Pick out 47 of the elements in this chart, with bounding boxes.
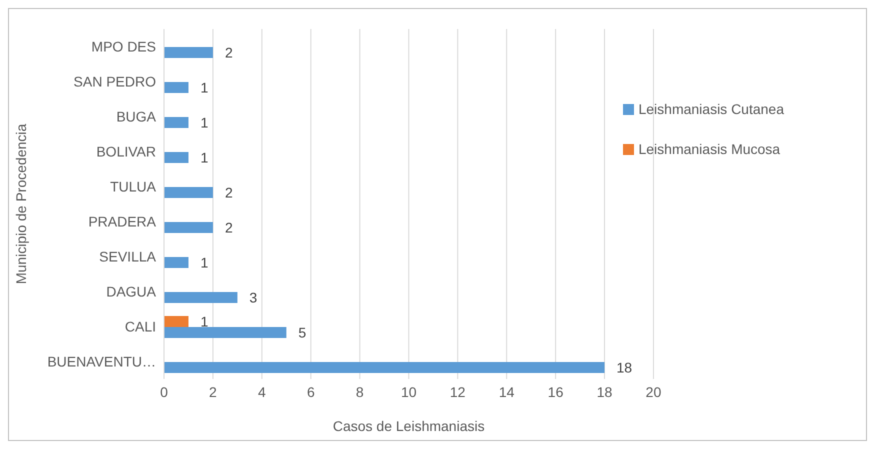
data-label: 2 (224, 184, 233, 200)
y-tick-label: BOLIVAR (96, 143, 156, 160)
y-tick-label: PRADERA (88, 213, 157, 230)
x-tick-label: 14 (498, 384, 515, 400)
data-label: 1 (200, 114, 208, 130)
y-tick-label: SAN PEDRO (74, 73, 156, 90)
bar (164, 152, 188, 163)
y-tick-label: BUENAVENTU… (47, 353, 156, 370)
bar (164, 187, 213, 198)
y-tick-label: DAGUA (106, 283, 157, 300)
y-axis-title: Municipio de Procedencia (12, 124, 29, 284)
x-tick-label: 16 (548, 384, 564, 400)
data-label: 2 (224, 219, 233, 236)
x-tick-label: 18 (596, 384, 613, 400)
bar (164, 292, 238, 303)
data-label: 3 (249, 289, 258, 306)
data-label: 1 (200, 254, 208, 270)
y-tick-label: TULUA (110, 178, 157, 194)
y-tick-label: MPO DES (91, 38, 156, 54)
x-tick-label: 20 (646, 384, 662, 400)
bar (164, 362, 605, 373)
x-tick-label: 6 (306, 384, 315, 400)
data-label: 1 (200, 313, 208, 330)
data-label: 2 (224, 44, 233, 60)
bar (164, 47, 213, 58)
x-tick-label: 12 (450, 384, 466, 400)
data-label: 5 (298, 324, 306, 340)
y-tick-label: BUGA (116, 108, 157, 124)
bar (164, 222, 213, 233)
bar (164, 117, 188, 128)
x-tick-label: 10 (400, 384, 417, 400)
y-tick-label: CALI (124, 318, 156, 334)
data-label: 1 (200, 149, 208, 166)
bar (164, 316, 188, 327)
bar (164, 82, 188, 93)
x-tick-label: 8 (356, 384, 364, 400)
bar (164, 257, 188, 268)
x-tick-label: 4 (258, 384, 266, 400)
x-axis-title: Casos de Leishmaniasis (332, 418, 485, 434)
legend-label: Leishmaniasis Mucosa (638, 141, 780, 157)
y-tick-label: SEVILLA (99, 248, 157, 264)
x-tick-label: 0 (160, 384, 168, 400)
data-label: 1 (200, 79, 208, 96)
x-tick-label: 2 (209, 384, 218, 400)
legend-label: Leishmaniasis Cutanea (638, 101, 784, 117)
data-label: 18 (616, 359, 632, 376)
bar (164, 327, 286, 338)
